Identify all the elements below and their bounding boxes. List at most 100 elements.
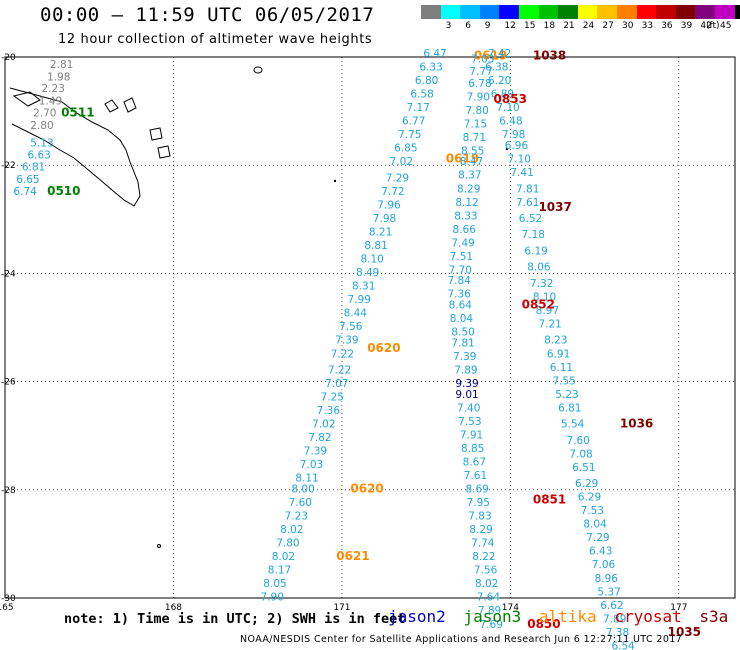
wave-height-value: 6.77 <box>402 116 425 128</box>
wave-height-value: 7.02 <box>312 419 335 431</box>
wave-height-value: 2.81 <box>50 59 73 71</box>
wave-height-value: 8.33 <box>454 210 477 222</box>
wave-height-value: 8.10 <box>360 254 383 266</box>
wave-height-value: 7.49 <box>451 237 474 249</box>
wave-height-value: 6.52 <box>519 213 542 225</box>
legend-swatch <box>695 5 715 19</box>
wave-height-value: 7.75 <box>398 129 421 141</box>
map-title: 00:00 – 11:59 UTC 06/05/2017 <box>40 4 375 26</box>
wave-height-value: 7.74 <box>471 538 495 550</box>
legend-swatch <box>499 5 519 19</box>
wave-height-value: 8.17 <box>268 565 291 577</box>
wave-height-value: 6.47 <box>423 48 446 60</box>
wave-height-value: 7.56 <box>474 565 498 577</box>
wave-height-value: 8.47 <box>460 156 483 168</box>
legend-swatch <box>421 5 441 19</box>
legend-tick-label: 45 <box>720 21 732 31</box>
legend-tick-label: 18 <box>543 21 556 31</box>
legend-swatch <box>597 5 617 19</box>
wave-height-value: 7.81 <box>451 337 474 349</box>
coastline-island <box>333 179 337 183</box>
pass-time-label: 0621 <box>336 549 369 563</box>
legend-swatch <box>538 5 559 19</box>
satellite-jason2: jason2 <box>388 607 446 626</box>
wave-height-value: 7.96 <box>377 199 401 211</box>
legend-tick-label: 36 <box>661 21 673 31</box>
wave-height-value: 6.29 <box>578 492 601 504</box>
footnote: note: 1) Time is in UTC; 2) SWH is in fe… <box>64 611 406 627</box>
coastline-new-caledonia <box>9 87 141 207</box>
wave-height-value: 8.21 <box>369 227 392 239</box>
legend-tick-label: 42 <box>700 21 712 31</box>
wave-height-value: 7.42 <box>488 48 511 60</box>
wave-height-value: 7.90 <box>261 592 284 604</box>
wave-height-value: 2.23 <box>42 83 65 95</box>
wave-height-value: 7.29 <box>386 172 409 184</box>
legend-swatch <box>616 5 637 19</box>
wave-height-value: 7.55 <box>553 375 576 387</box>
wave-height-value: 7.23 <box>285 511 308 523</box>
wave-height-value: 8.85 <box>461 443 484 455</box>
latitude-tick-label: -28 <box>1 486 16 496</box>
wave-height-value: 6.62 <box>600 600 623 612</box>
wave-height-value: 5.54 <box>561 419 585 431</box>
wave-height-value: 8.12 <box>455 197 478 209</box>
wave-height-value: 8.66 <box>453 224 477 236</box>
legend-swatch <box>734 5 740 19</box>
legend-tick-label: 33 <box>641 21 654 31</box>
legend-labels: 36912151821242730333639424570 <box>421 19 740 33</box>
wave-height-value: 8.44 <box>344 308 368 320</box>
wave-height-value: 7.36 <box>317 405 341 417</box>
wave-height-value: 8.02 <box>475 578 498 590</box>
wave-height-value: 8.37 <box>458 170 481 182</box>
wave-height-value: 7.17 <box>407 102 430 114</box>
wave-height-value: 7.03 <box>300 459 323 471</box>
map-subtitle: 12 hour collection of altimeter wave hei… <box>58 32 373 47</box>
wave-height-value: 7.25 <box>321 392 344 404</box>
wave-height-value: 8.69 <box>465 484 488 496</box>
wave-height-value: 8.50 <box>451 327 474 339</box>
wave-height-value: 7.90 <box>467 91 490 103</box>
pass-time-label: 0853 <box>494 92 527 106</box>
legend-tick-label: 21 <box>563 21 575 31</box>
coastline-island <box>104 99 119 113</box>
legend-swatch <box>656 5 676 19</box>
wave-height-value: 6.58 <box>410 89 433 101</box>
wave-height-value: 6.63 <box>27 150 50 162</box>
legend-tick-label: 24 <box>582 21 595 31</box>
wave-height-value: 7.69 <box>480 619 503 631</box>
satellite-key: jason2 jason3 altika cryosat s3a <box>388 607 736 626</box>
wave-height-value: 6.78 <box>468 78 491 90</box>
pass-time-label: 0620 <box>367 341 400 355</box>
legend-swatch <box>714 5 735 19</box>
wave-height-value: 7.07 <box>325 378 348 390</box>
legend-swatch <box>460 5 480 19</box>
wave-height-value: 7.77 <box>469 66 492 78</box>
wave-height-value: 7.80 <box>465 105 488 117</box>
wave-height-value: 8.97 <box>536 305 559 317</box>
legend-tick-label: 30 <box>622 21 634 31</box>
latitude-tick-label: -30 <box>1 594 16 604</box>
wave-height-value: 7.81 <box>516 183 539 195</box>
pass-time-label: 0510 <box>47 184 80 198</box>
wave-height-value: 6.81 <box>558 402 581 414</box>
wave-height-value: 7.22 <box>328 364 351 376</box>
wave-height-value: 7.64 <box>477 592 501 604</box>
wave-height-value: 6.38 <box>485 62 508 74</box>
wave-height-value: 6.96 <box>505 140 529 152</box>
legend-swatch <box>636 5 657 19</box>
wave-height-value: 8.04 <box>583 519 607 531</box>
wave-height-value: 6.11 <box>550 362 573 374</box>
wave-height-value: 7.60 <box>289 497 312 509</box>
wave-height-value: 7.95 <box>467 497 490 509</box>
pass-time-label: 1035 <box>668 625 701 639</box>
wave-height-value: 7.91 <box>460 429 483 441</box>
pass-time-label: 0619 <box>474 49 507 63</box>
satellite-cryosat: cryosat <box>614 607 682 626</box>
coastline-island <box>157 544 161 548</box>
wave-height-value: 8.64 <box>449 300 473 312</box>
wave-height-value: 7.83 <box>468 511 491 523</box>
legend-color-bar <box>421 5 740 19</box>
wave-height-value: 7.39 <box>453 351 476 363</box>
